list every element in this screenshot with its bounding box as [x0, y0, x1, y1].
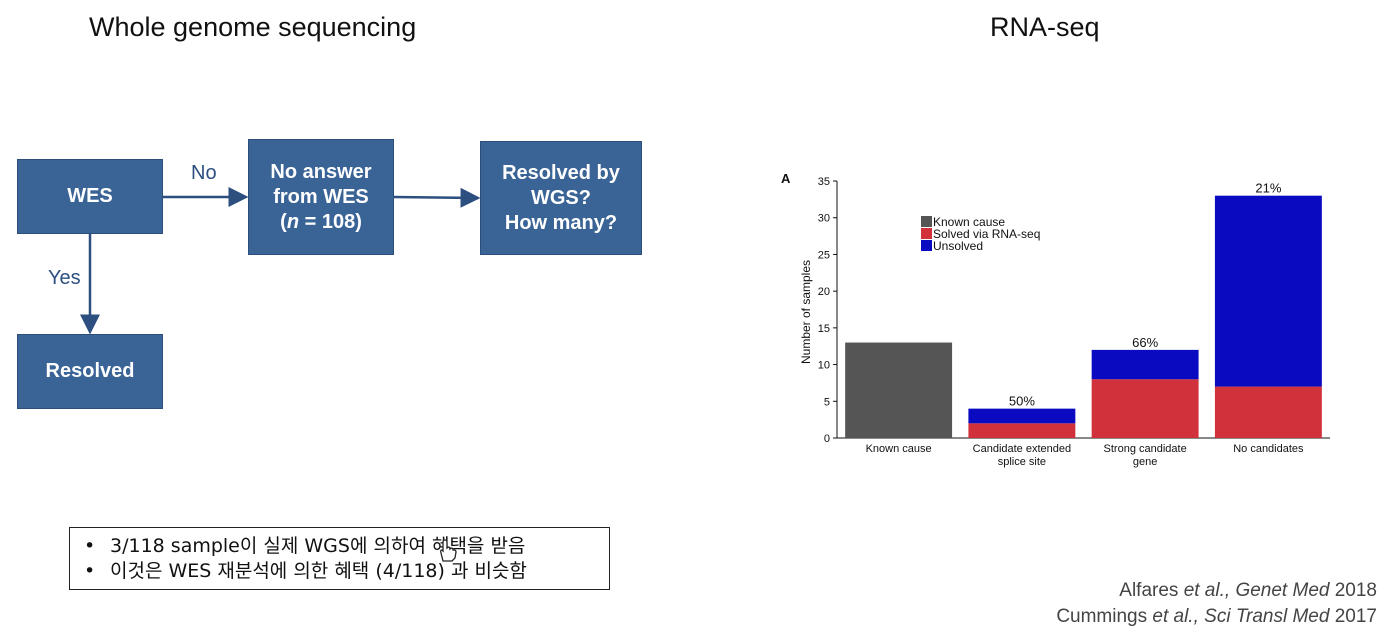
legend-entry: Known cause [933, 215, 1005, 229]
wgs-box-line3: How many? [504, 211, 618, 234]
y-ticks: 0 5 10 15 20 25 30 35 [818, 176, 837, 445]
category-label: Candidate extended [973, 443, 1071, 455]
y-tick-label: 10 [818, 360, 830, 372]
wgs-box-line2: WGS? [531, 186, 591, 209]
y-tick-label: 30 [818, 213, 830, 225]
reference-line: Alfares et al., Genet Med 2018 [1119, 580, 1377, 601]
bar-percent-label: 50% [1009, 394, 1035, 409]
resolved-box: Resolved [17, 334, 163, 409]
bar-segment [968, 408, 1076, 424]
yes-label: Yes [48, 267, 81, 289]
legend-entry: Solved via RNA-seq [933, 227, 1040, 241]
references: Alfares et al., Genet Med 2018 Cummings … [1056, 578, 1377, 630]
legend-entry: Unsolved [933, 239, 983, 253]
y-tick-label: 5 [824, 396, 830, 408]
legend-swatch [921, 228, 932, 239]
legend-swatch [921, 216, 932, 227]
wgs-section-title: Whole genome sequencing [89, 12, 417, 42]
y-axis-label: Number of samples [799, 260, 813, 364]
bar-segment [1214, 386, 1322, 438]
category-label: gene [1133, 456, 1157, 468]
note-text: 이것은 WES 재분석에 의한 혜택 (4/118) 과 비슷함 [110, 560, 527, 582]
resolved-by-wgs-box: Resolved by WGS? How many? [480, 141, 642, 255]
no-answer-line2: from WES [273, 185, 369, 208]
notes-box: • 3/118 sample이 실제 WGS에 의하여 혜택을 받음 • 이것은… [69, 527, 610, 590]
no-label: No [191, 162, 217, 184]
category-label: splice site [998, 456, 1046, 468]
bar-segment [1091, 379, 1199, 438]
hand-cursor-icon [440, 539, 457, 562]
bar-segment [968, 423, 1076, 438]
wes-box: WES [17, 159, 163, 234]
panel-label: A [781, 171, 791, 186]
category-label: Strong candidate [1104, 443, 1187, 455]
legend-swatch [921, 240, 932, 251]
bullet-icon: • [84, 560, 96, 582]
y-tick-label: 0 [824, 433, 830, 445]
bar-segment [845, 342, 953, 438]
y-tick-label: 15 [818, 323, 830, 335]
y-tick-label: 35 [818, 176, 830, 188]
wgs-box-line1: Resolved by [502, 161, 620, 184]
n-italic: n [286, 210, 300, 233]
y-tick-label: 25 [818, 249, 830, 261]
no-answer-box: No answer from WES (n = 108) [248, 139, 394, 255]
arrow-no-answer-to-wgs [393, 187, 481, 208]
no-answer-line1: No answer [270, 160, 372, 183]
y-tick-label: 20 [818, 286, 830, 298]
note-item: • 3/118 sample이 실제 WGS에 의하여 혜택을 받음 [84, 534, 609, 559]
bar-percent-label: 21% [1255, 181, 1281, 196]
rnaseq-stacked-bar-chart: A Number of samples 0 5 10 15 20 25 30 35 50% 66… [781, 171, 1330, 468]
note-item: • 이것은 WES 재분석에 의한 혜택 (4/118) 과 비슷함 [84, 559, 609, 584]
bar-percent-label: 66% [1132, 335, 1158, 350]
bullet-icon: • [84, 535, 96, 557]
wes-box-label: WES [67, 185, 113, 207]
category-label: Known cause [866, 443, 932, 455]
bar-labels: 50% 66% 21% [1009, 181, 1282, 409]
rnaseq-section-title: RNA-seq [990, 12, 1100, 42]
note-text: 3/118 sample이 실제 WGS에 의하여 혜택을 받음 [110, 535, 526, 557]
bars [845, 195, 1322, 438]
bar-segment [1214, 195, 1322, 387]
no-answer-line3: (n = 108) [280, 210, 362, 233]
category-label: No candidates [1233, 443, 1304, 455]
reference-line: Cummings et al., Sci Transl Med 2017 [1056, 606, 1377, 627]
resolved-box-label: Resolved [45, 360, 135, 382]
bar-segment [1091, 349, 1199, 380]
